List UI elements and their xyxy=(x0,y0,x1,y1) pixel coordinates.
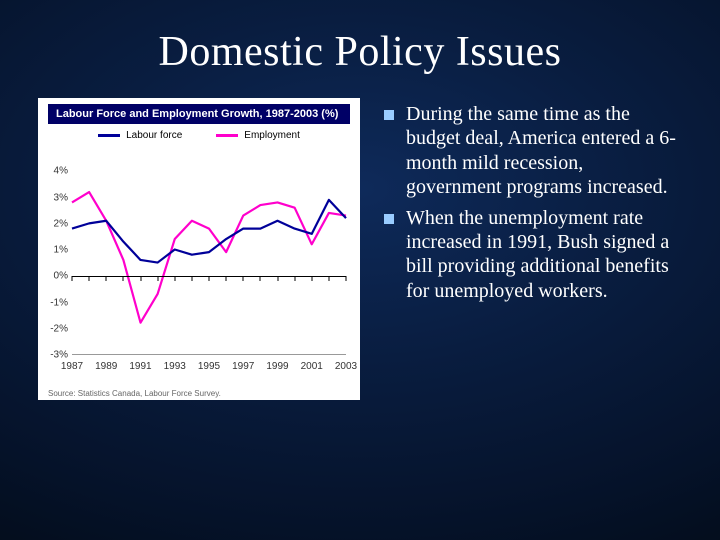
x-tick-label: 2003 xyxy=(335,361,357,372)
x-tick xyxy=(226,276,227,281)
slide-title: Domestic Policy Issues xyxy=(38,28,682,76)
x-tick xyxy=(140,276,141,281)
square-bullet-icon xyxy=(384,214,394,224)
legend-label: Employment xyxy=(244,130,300,141)
y-tick-label: -2% xyxy=(46,323,68,334)
y-tick-label: -3% xyxy=(46,350,68,361)
x-tick-label: 1995 xyxy=(198,361,220,372)
bullet-text: During the same time as the budget deal,… xyxy=(406,102,678,200)
x-tick xyxy=(294,276,295,281)
x-tick xyxy=(89,276,90,281)
chart-panel: Labour Force and Employment Growth, 1987… xyxy=(38,98,360,400)
x-tick-label: 1989 xyxy=(95,361,117,372)
bullet-list: During the same time as the budget deal,… xyxy=(384,98,682,309)
bullet-item: During the same time as the budget deal,… xyxy=(384,102,678,200)
square-bullet-icon xyxy=(384,110,394,120)
x-tick xyxy=(191,276,192,281)
x-tick xyxy=(328,276,329,281)
chart-source: Source: Statistics Canada, Labour Force … xyxy=(44,389,354,398)
plot: 4%3%2%1%0%-1%-2%-3% xyxy=(72,145,346,355)
slide-root: Domestic Policy Issues Labour Force and … xyxy=(0,0,720,540)
bullet-item: When the unemployment rate increased in … xyxy=(384,206,678,304)
legend-swatch xyxy=(98,134,120,137)
x-tick-label: 1991 xyxy=(129,361,151,372)
content-row: Labour Force and Employment Growth, 1987… xyxy=(38,98,682,400)
x-tick xyxy=(157,276,158,281)
x-axis-labels: 1987 1989 1991 1993 1995 1997 1999 2001 2003 xyxy=(44,361,354,375)
chart-title: Labour Force and Employment Growth, 1987… xyxy=(48,104,350,124)
x-tick xyxy=(72,276,73,281)
x-tick xyxy=(106,276,107,281)
legend-item-labour-force: Labour force xyxy=(98,130,182,141)
data-line xyxy=(72,200,346,263)
bullet-text: When the unemployment rate increased in … xyxy=(406,206,678,304)
x-tick-label: 1999 xyxy=(266,361,288,372)
x-tick xyxy=(243,276,244,281)
y-tick-label: -1% xyxy=(46,297,68,308)
x-tick-label: 1993 xyxy=(164,361,186,372)
data-line xyxy=(72,192,346,323)
chart-box: Labour Force and Employment Growth, 1987… xyxy=(38,98,360,400)
x-tick-label: 1997 xyxy=(232,361,254,372)
x-tick xyxy=(209,276,210,281)
plot-area: 4%3%2%1%0%-1%-2%-3% xyxy=(44,145,354,355)
x-tick xyxy=(346,276,347,281)
y-tick-label: 1% xyxy=(46,245,68,256)
legend-swatch xyxy=(216,134,238,137)
x-tick-label: 1987 xyxy=(61,361,83,372)
x-tick xyxy=(260,276,261,281)
legend-label: Labour force xyxy=(126,130,182,141)
x-tick-label: 2001 xyxy=(301,361,323,372)
x-tick xyxy=(174,276,175,281)
y-tick-label: 3% xyxy=(46,192,68,203)
x-tick xyxy=(277,276,278,281)
x-tick xyxy=(123,276,124,281)
y-tick-label: 4% xyxy=(46,166,68,177)
legend-item-employment: Employment xyxy=(216,130,300,141)
x-tick xyxy=(311,276,312,281)
y-tick-label: 0% xyxy=(46,271,68,282)
line-chart-svg xyxy=(72,145,346,354)
y-tick-label: 2% xyxy=(46,218,68,229)
chart-legend: Labour force Employment xyxy=(44,130,354,141)
